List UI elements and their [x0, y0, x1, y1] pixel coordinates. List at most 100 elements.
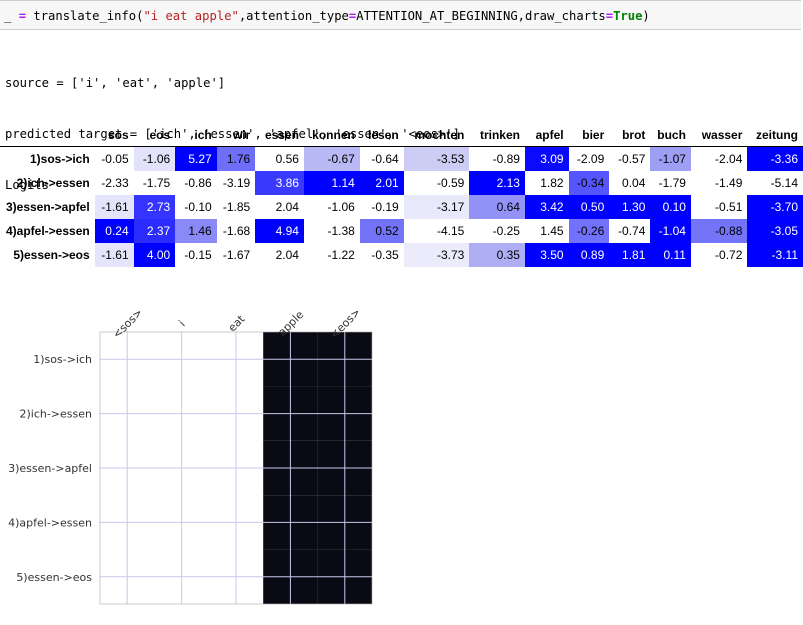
code-token: =: [605, 9, 614, 23]
logit-cell: -0.57: [609, 146, 651, 171]
table-row: 4)apfel->essen 0.24 2.37 1.46 -1.68 4.94 -1.38…: [0, 219, 803, 243]
logit-cell: -1.67: [216, 243, 256, 267]
logit-cell: -0.59: [403, 171, 470, 195]
logit-cell: -1.85: [216, 195, 256, 219]
y-tick-label: 4)apfel->essen: [8, 516, 92, 529]
logit-cell: -3.36: [747, 146, 803, 171]
column-header-trinken: trinken: [479, 128, 520, 142]
table-row: 3)essen->apfel -1.61 2.73 -0.10 -1.85 2.04 -1.…: [0, 195, 803, 219]
logit-cell: -1.38: [303, 219, 360, 243]
logit-cell: 2.37: [133, 219, 176, 243]
x-tick-label: i: [176, 318, 187, 329]
code-token: True: [613, 9, 643, 23]
logit-cell: -0.19: [359, 195, 404, 219]
logit-cell: 1.81: [609, 243, 651, 267]
logit-cell: -0.72: [690, 243, 748, 267]
code-token: ,attention_type: [238, 9, 349, 23]
logit-cell: 1.30: [609, 195, 651, 219]
logit-cell: 0.04: [609, 171, 651, 195]
row-header: 1)sos->ich: [30, 152, 90, 166]
logit-cell: -1.61: [94, 243, 134, 267]
row-header: 5)essen->eos: [13, 248, 90, 262]
column-header-brot: brot: [622, 128, 646, 142]
logit-cell: -3.70: [747, 195, 803, 219]
logit-cell: 0.89: [568, 243, 610, 267]
logit-cell: -1.68: [216, 219, 256, 243]
logit-cell: 0.11: [650, 243, 691, 267]
logit-cell: 3.42: [524, 195, 569, 219]
logit-cell: 1.82: [524, 171, 569, 195]
column-header-eos: eos: [149, 128, 171, 142]
logit-cell: 1.46: [175, 219, 217, 243]
logit-cell: -3.53: [403, 146, 470, 171]
logit-cell: 2.13: [469, 171, 525, 195]
logit-cell: -3.73: [403, 243, 470, 267]
column-header-wir: wir: [232, 128, 251, 142]
logit-cell: -1.49: [690, 171, 748, 195]
logit-cell: 0.50: [568, 195, 610, 219]
code-token: ATTENTION_AT_BEGINNING,draw_charts: [356, 9, 606, 23]
logit-cell: -0.89: [469, 146, 525, 171]
logit-cell: 0.10: [650, 195, 691, 219]
code-cell[interactable]: _ = translate_info("i eat apple",attenti…: [0, 0, 801, 30]
column-header-apfel: apfel: [535, 128, 564, 142]
code-token: ): [642, 9, 650, 23]
logit-cell: -1.07: [650, 146, 691, 171]
logits-table: sos eos ich wir essen konnen lesen mochten trink…: [0, 114, 803, 267]
logit-cell: 1.14: [303, 171, 360, 195]
y-tick-label: 5)essen->eos: [16, 571, 92, 584]
logit-cell: -4.15: [403, 219, 470, 243]
column-header-bier: bier: [582, 128, 605, 142]
logit-cell: 2.04: [255, 243, 304, 267]
logits-body: 1)sos->ich -0.05 -1.06 5.27 1.76 0.56 -0.67 -0.…: [0, 146, 803, 267]
logit-cell: -0.51: [690, 195, 748, 219]
column-header-mochten: mochten: [414, 128, 465, 142]
logit-cell: -1.22: [303, 243, 360, 267]
column-header-konnen: konnen: [312, 128, 355, 142]
logit-cell: 5.27: [175, 146, 217, 171]
logit-cell: -0.67: [303, 146, 360, 171]
logit-cell: -0.64: [359, 146, 404, 171]
logit-cell: 2.73: [133, 195, 176, 219]
logit-cell: -3.19: [216, 171, 256, 195]
code-line[interactable]: _ = translate_info("i eat apple",attenti…: [4, 9, 650, 23]
logit-cell: -2.04: [690, 146, 748, 171]
logit-cell: 3.86: [255, 171, 304, 195]
logit-cell: 1.45: [524, 219, 569, 243]
logit-cell: -0.10: [175, 195, 217, 219]
logits-header-row: sos eos ich wir essen konnen lesen mochten trink…: [0, 114, 803, 147]
logit-cell: -1.79: [650, 171, 691, 195]
logit-cell: -3.17: [403, 195, 470, 219]
y-tick-label: 2)ich->essen: [19, 408, 92, 421]
column-header-ich: ich: [194, 128, 212, 142]
code-token: =: [18, 9, 27, 23]
logit-cell: -0.26: [568, 219, 610, 243]
column-header-essen: essen: [264, 128, 299, 142]
logit-cell: 4.00: [133, 243, 176, 267]
table-row: 1)sos->ich -0.05 -1.06 5.27 1.76 0.56 -0.67 -0.…: [0, 146, 803, 171]
logit-cell: 2.04: [255, 195, 304, 219]
row-header: 2)ich->essen: [16, 176, 90, 190]
logit-cell: 2.01: [359, 171, 404, 195]
logit-cell: -0.15: [175, 243, 217, 267]
logit-cell: 0.24: [94, 219, 134, 243]
column-header-zeitung: zeitung: [756, 128, 798, 142]
table-row: 2)ich->essen -2.33 -1.75 -0.86 -3.19 3.86 1.14…: [0, 171, 803, 195]
logit-cell: -0.88: [690, 219, 748, 243]
logits-title: Logits: [5, 178, 50, 192]
row-header: 3)essen->apfel: [5, 200, 90, 214]
logit-cell: -1.06: [133, 146, 176, 171]
cell-output-text: source = ['i', 'eat', 'apple'] predicted…: [5, 41, 460, 211]
chart-frame: [99, 331, 373, 605]
logit-cell: 4.94: [255, 219, 304, 243]
logit-cell: -1.61: [94, 195, 134, 219]
logit-cell: 0.35: [469, 243, 525, 267]
logit-cell: -0.34: [568, 171, 610, 195]
code-token: "i eat apple": [143, 9, 239, 23]
y-tick-label: 3)essen->apfel: [8, 462, 92, 475]
table-row: 5)essen->eos -1.61 4.00 -0.15 -1.67 2.04 -1.22…: [0, 243, 803, 267]
attention-chart: <sos> i eat apple <eos>1)sos->ich2)ich->esse…: [8, 306, 373, 605]
source-line: source = ['i', 'eat', 'apple']: [5, 76, 226, 90]
code-token: translate_info(: [26, 9, 144, 23]
column-header-sos: sos: [107, 128, 129, 142]
